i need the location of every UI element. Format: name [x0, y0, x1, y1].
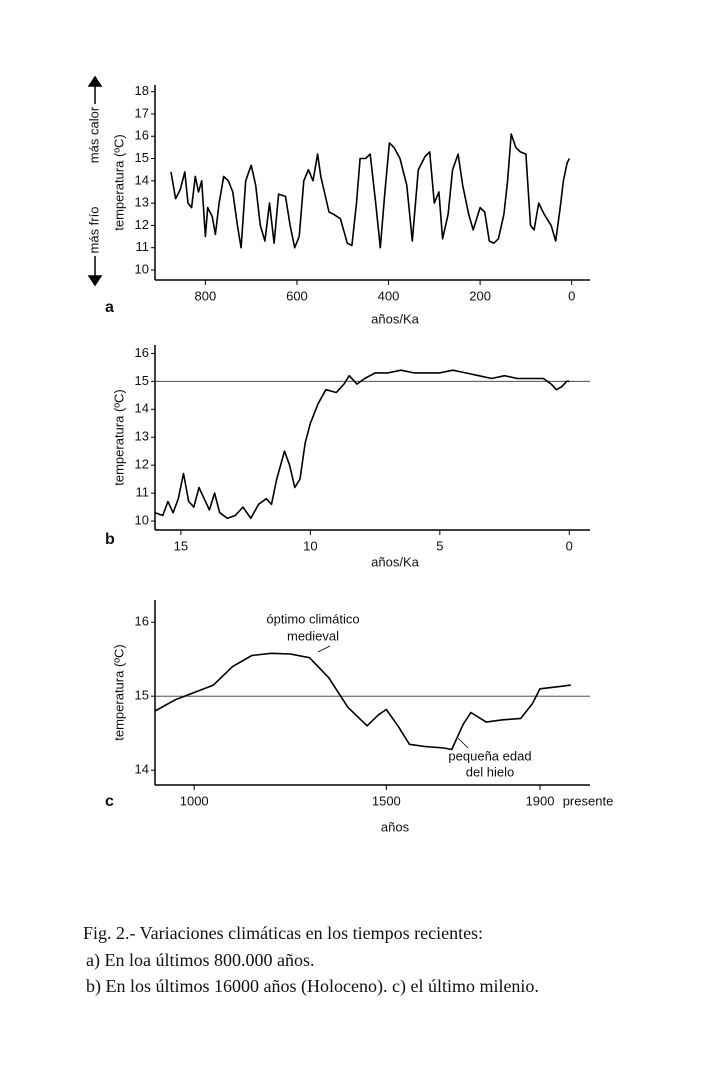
x-axis-label: años/Ka	[371, 311, 419, 326]
x-tick-label: 600	[286, 288, 308, 303]
y-tick-label: 13	[135, 195, 149, 210]
y-tick-label: 10	[135, 261, 149, 276]
x-axis-label: años	[381, 819, 410, 834]
annotation: más frío	[86, 207, 101, 254]
x-tick-label: 10	[303, 538, 317, 553]
data-line	[154, 652, 571, 751]
y-tick-label: 16	[135, 614, 149, 629]
y-tick-label: 14	[135, 401, 149, 416]
annotation: más calor	[86, 106, 101, 163]
caption: Fig. 2.- Variaciones climáticas en los t…	[83, 923, 483, 943]
y-axis-label: temperatura (ºC)	[111, 644, 126, 741]
panel-label: b	[105, 531, 115, 548]
x-tick-label: 800	[195, 288, 217, 303]
y-tick-label: 10	[135, 512, 149, 527]
x-tick-label: 0	[568, 288, 575, 303]
data-line	[154, 369, 570, 520]
annotation: presente	[563, 793, 614, 808]
arrowhead	[87, 275, 103, 287]
annotation: medieval	[287, 628, 339, 643]
annotation: pequeña edad	[448, 748, 531, 763]
y-tick-label: 11	[136, 239, 150, 254]
y-tick-label: 18	[135, 83, 149, 98]
y-tick-label: 12	[135, 457, 149, 472]
x-tick-label: 400	[378, 288, 400, 303]
caption: b) En los últimos 16000 años (Holoceno).…	[86, 976, 539, 997]
annotation: del hielo	[466, 764, 514, 779]
y-tick-label: 15	[135, 688, 149, 703]
x-tick-label: 1000	[180, 793, 209, 808]
y-tick-label: 13	[135, 429, 149, 444]
arrows	[87, 75, 469, 749]
y-axis-label: temperatura (ºC)	[111, 134, 126, 231]
annotation: óptimo climático	[266, 611, 359, 626]
x-tick-label: 200	[469, 288, 491, 303]
y-axis-label: temperatura (ºC)	[111, 389, 126, 486]
x-tick-label: 15	[174, 538, 188, 553]
y-tick-label: 16	[135, 128, 149, 143]
arrowhead	[87, 75, 103, 87]
data-line	[170, 133, 571, 249]
panel-label: a	[105, 299, 114, 316]
y-tick-label: 17	[135, 105, 149, 120]
x-tick-label: 0	[566, 538, 573, 553]
x-tick-label: 5	[436, 538, 443, 553]
y-tick-label: 15	[135, 150, 149, 165]
leader-line	[457, 737, 469, 749]
y-tick-label: 16	[135, 345, 149, 360]
y-tick-label: 11	[136, 485, 150, 500]
leader-line	[317, 645, 331, 653]
x-tick-label: 1900	[526, 793, 555, 808]
y-tick-label: 14	[135, 172, 149, 187]
x-tick-label: 1500	[372, 793, 401, 808]
x-axis-label: años/Ka	[371, 554, 419, 569]
y-tick-label: 12	[135, 217, 149, 232]
caption: a) En loa últimos 800.000 años.	[86, 950, 314, 971]
y-tick-label: 14	[135, 762, 149, 777]
panel-label: c	[105, 793, 114, 810]
y-tick-label: 15	[135, 373, 149, 388]
